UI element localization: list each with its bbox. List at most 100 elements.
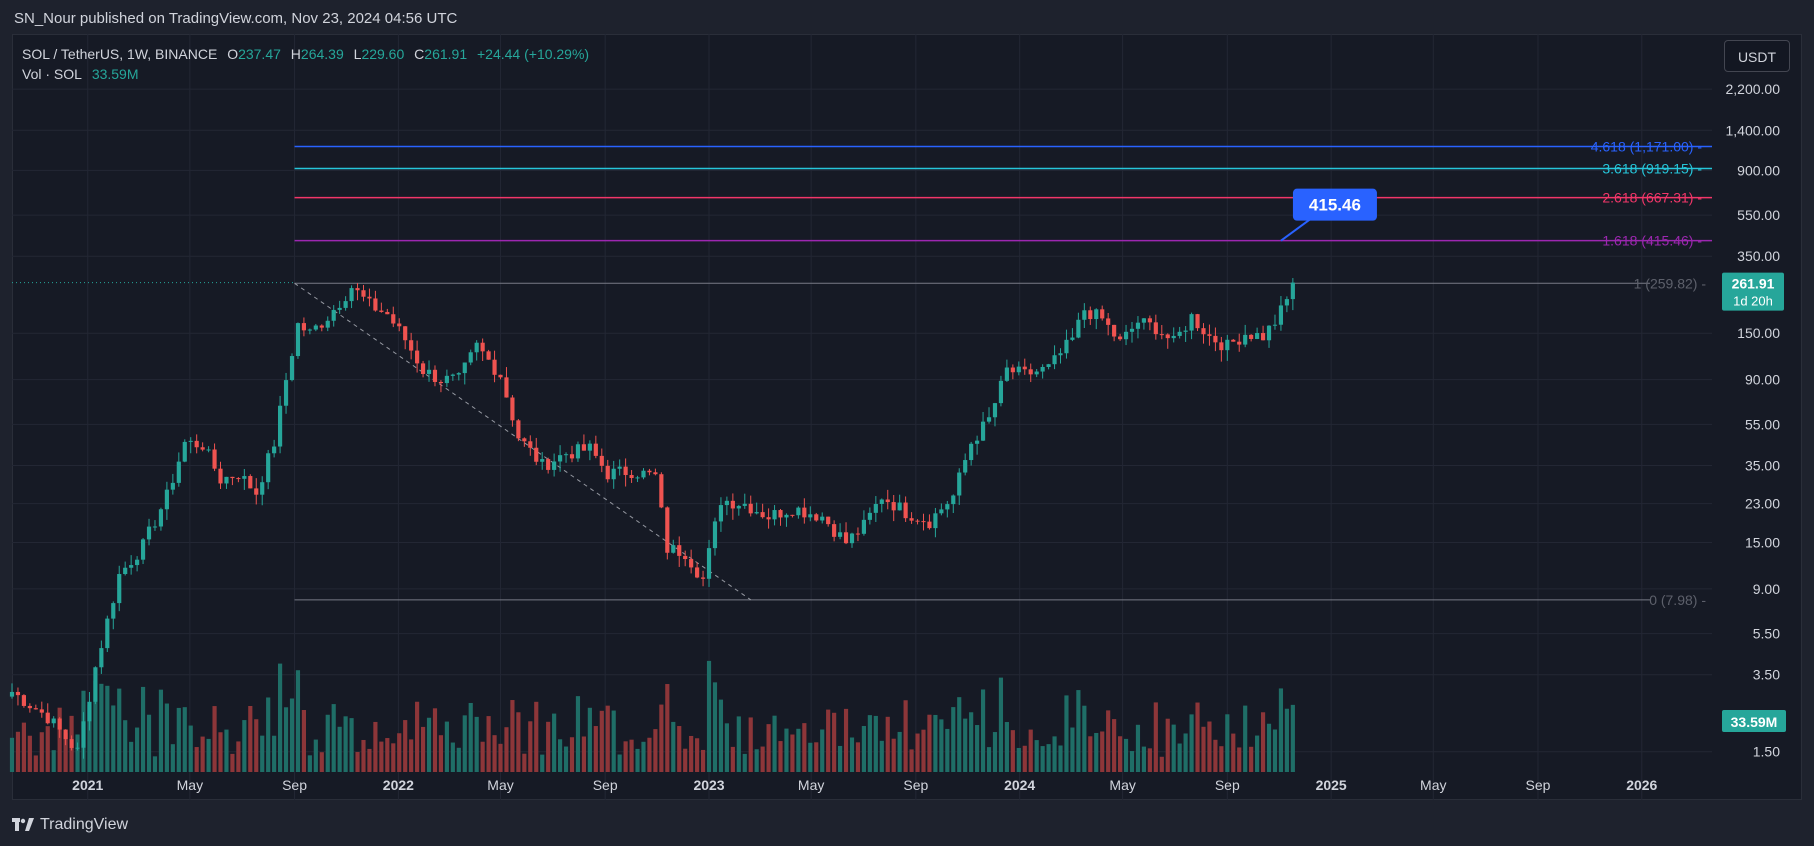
candle-body [760, 512, 765, 518]
fib-label-2.618: 2.618 (667.31) - [1602, 190, 1702, 206]
chart-frame[interactable] [12, 34, 1802, 800]
volume-bar [254, 719, 259, 772]
candle-body [986, 417, 992, 422]
currency-button[interactable]: USDT [1724, 40, 1790, 72]
candle-body [218, 468, 223, 484]
candle-body [724, 500, 729, 506]
tradingview-logo-icon [12, 818, 34, 831]
candle-body [963, 460, 968, 473]
candle-body [558, 455, 563, 462]
candle-body [992, 403, 998, 418]
volume-bar [951, 707, 956, 772]
volume-bar [295, 670, 301, 772]
candle-body [873, 504, 878, 513]
candle-body [712, 521, 718, 549]
candle-body [450, 374, 455, 376]
volume-bar [283, 707, 289, 772]
volume-bar [188, 725, 193, 772]
volume-bar [891, 738, 896, 772]
volume-bar [206, 738, 211, 772]
volume-bar [200, 736, 205, 772]
volume-bar [671, 721, 676, 772]
volume-bar [712, 682, 718, 772]
candle-body [563, 454, 569, 456]
volume-bar [599, 710, 604, 772]
candle-body [659, 474, 664, 508]
candle-body [176, 461, 181, 483]
volume-bar [272, 735, 277, 772]
volume-bar [15, 731, 21, 772]
callout-box [1292, 188, 1377, 221]
y-tick-label: 15.00 [1745, 534, 1780, 550]
candle-body [260, 482, 265, 495]
candle-body [1070, 337, 1075, 340]
candle-body [1290, 282, 1295, 300]
volume-bar [1207, 721, 1212, 772]
candle-body [849, 533, 855, 544]
volume-bar [986, 747, 992, 772]
candle-body [575, 444, 581, 459]
y-tick-label: 2,200.00 [1726, 81, 1781, 97]
volume-bar [158, 689, 164, 772]
volume-bar [182, 707, 187, 772]
volume-bar [915, 733, 920, 772]
symbol-legend[interactable]: SOL / TetherUS, 1W, BINANCE O237.47 H264… [22, 44, 589, 84]
candle-body [1201, 328, 1206, 335]
volume-bar [963, 718, 968, 772]
fib-label-3.618: 3.618 (919.15) - [1602, 160, 1702, 176]
volume-bar [879, 740, 884, 772]
volume-bar [1004, 722, 1009, 772]
candle-body [9, 691, 15, 697]
candle-body [206, 449, 211, 451]
volume-bar [540, 754, 545, 772]
volume-bar [754, 749, 759, 772]
volume-bar [647, 737, 652, 772]
volume-bar [1159, 756, 1164, 772]
volume-bar [129, 741, 134, 772]
candle-body [236, 478, 241, 480]
candle-body [1231, 339, 1236, 342]
volume-bar [426, 717, 432, 772]
volume-bar [861, 725, 866, 772]
x-tick-label: 2024 [1004, 777, 1035, 793]
volume-bar [855, 742, 861, 772]
volume-bar [218, 732, 223, 772]
volume-bar [873, 715, 878, 772]
volume-bars [9, 660, 1295, 772]
close-value: 261.91 [424, 46, 468, 62]
volume-bar [1255, 735, 1260, 772]
y-tick-label: 35.00 [1745, 457, 1780, 473]
volume-bar [1243, 705, 1248, 772]
candle-body [33, 708, 38, 710]
candle-body [629, 475, 634, 479]
volume-bar [242, 720, 247, 772]
candle-body [438, 381, 444, 384]
volume-bar [409, 739, 414, 772]
candle-body [1147, 318, 1152, 323]
volume-bar [1165, 718, 1170, 772]
fib-label-0: 0 (7.98) - [1649, 592, 1706, 608]
candle-body [826, 516, 831, 525]
volume-bar [1201, 726, 1206, 772]
candle-body [653, 472, 658, 475]
volume-bar [1094, 732, 1099, 772]
volume-bar [552, 713, 557, 772]
volume-bar [522, 753, 527, 772]
volume-bar [653, 729, 658, 772]
x-tick-label: May [798, 777, 824, 793]
candle-body [843, 532, 849, 544]
volume-bar [33, 755, 38, 772]
volume-bar [1153, 702, 1158, 772]
candle-body [581, 444, 586, 451]
candle-body [689, 559, 694, 568]
volume-bar [1112, 719, 1117, 772]
volume-bar [480, 741, 485, 772]
footer-brand[interactable]: TradingView [12, 812, 128, 838]
candle-body [623, 466, 628, 476]
volume-bar [742, 753, 747, 772]
volume-bar [45, 726, 50, 772]
x-tick-label: May [1420, 777, 1446, 793]
candle-body [1100, 309, 1105, 319]
volume-bar [39, 732, 44, 772]
